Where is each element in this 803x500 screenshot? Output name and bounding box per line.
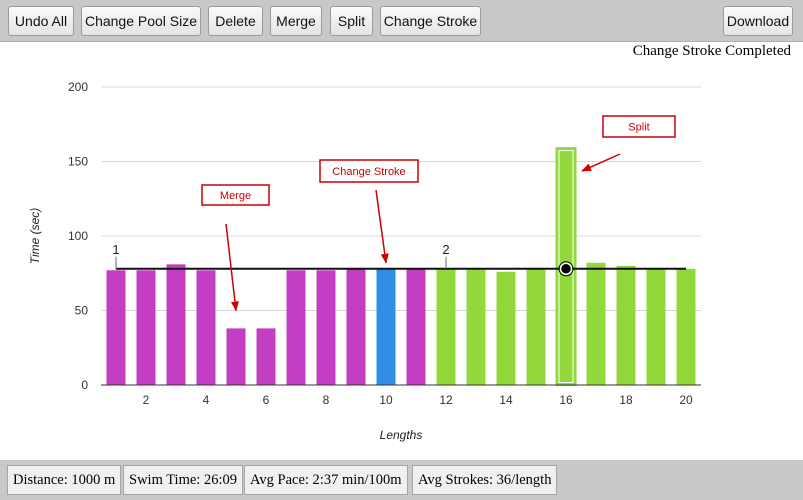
- split-button[interactable]: Split: [330, 6, 373, 36]
- avg-pace-stat: Avg Pace: 2:37 min/100m: [244, 465, 408, 495]
- delete-button[interactable]: Delete: [208, 6, 263, 36]
- bar: [256, 328, 276, 385]
- selected-point: [559, 262, 573, 276]
- y-tick-label: 50: [75, 304, 89, 318]
- x-tick-label: 4: [203, 393, 210, 407]
- bar: [406, 268, 426, 385]
- bars: [106, 147, 696, 386]
- bar: [316, 270, 336, 385]
- y-tick-label: 200: [68, 80, 88, 94]
- annotation-box: [319, 159, 419, 183]
- annotation-label: Merge: [220, 190, 251, 202]
- annotation-label: Split: [628, 122, 649, 134]
- bar: [646, 268, 666, 385]
- y-tick-label: 150: [68, 155, 88, 169]
- x-tick-label: 12: [439, 393, 453, 407]
- annotation-arrow: [375, 189, 389, 264]
- bar: [496, 271, 516, 385]
- x-tick-label: 14: [499, 393, 513, 407]
- bar: [166, 264, 186, 385]
- bar: [136, 270, 156, 385]
- y-axis-title: Time (sec): [28, 208, 42, 265]
- avg-strokes-stat: Avg Strokes: 36/length: [412, 465, 558, 495]
- x-tick-label: 10: [379, 393, 393, 407]
- swim-time-stat: Swim Time: 26:09: [123, 465, 243, 495]
- y-tick-label: 0: [81, 378, 88, 392]
- bar: [346, 268, 366, 385]
- x-tick-label: 2: [143, 393, 150, 407]
- distance-stat: Distance: 1000 m: [7, 465, 122, 495]
- stats-bar: Distance: 1000 m Swim Time: 26:09 Avg Pa…: [0, 460, 803, 500]
- status-message: Change Stroke Completed: [632, 43, 791, 59]
- interval-marker-label: 1: [112, 242, 119, 257]
- bar: [616, 265, 636, 385]
- annotation-box: [602, 115, 676, 138]
- x-tick-label: 8: [323, 393, 330, 407]
- bar: [226, 328, 246, 385]
- interval-marker-label: 2: [442, 242, 449, 257]
- y-tick-label: 100: [68, 229, 88, 243]
- change-stroke-button[interactable]: Change Stroke: [380, 6, 481, 36]
- bar: [286, 270, 306, 385]
- annotations: Merge Change Stroke Split: [201, 115, 676, 312]
- annotation-arrow: [225, 223, 239, 312]
- x-tick-label: 16: [559, 393, 573, 407]
- x-tick-label: 20: [679, 393, 693, 407]
- bar: [196, 270, 216, 385]
- download-button[interactable]: Download: [723, 6, 793, 36]
- x-tick-label: 18: [619, 393, 633, 407]
- merge-button[interactable]: Merge: [270, 6, 322, 36]
- selected-point-ring: [558, 261, 574, 277]
- annotation-label: Change Stroke: [332, 166, 405, 178]
- change-pool-size-button[interactable]: Change Pool Size: [81, 6, 201, 36]
- bar: [436, 268, 456, 385]
- bar: [526, 268, 546, 385]
- x-tick-label: 6: [263, 393, 270, 407]
- x-axis-title: Lengths: [380, 428, 423, 442]
- annotation-box: [201, 184, 270, 206]
- annotation-arrow: [581, 153, 621, 172]
- bar: [466, 268, 486, 385]
- undo-all-button[interactable]: Undo All: [8, 6, 74, 36]
- bar: [106, 270, 126, 385]
- toolbar: Undo All Change Pool Size Delete Merge S…: [0, 0, 803, 42]
- bar: [376, 268, 396, 385]
- bar: [676, 268, 696, 385]
- bar: [586, 262, 606, 385]
